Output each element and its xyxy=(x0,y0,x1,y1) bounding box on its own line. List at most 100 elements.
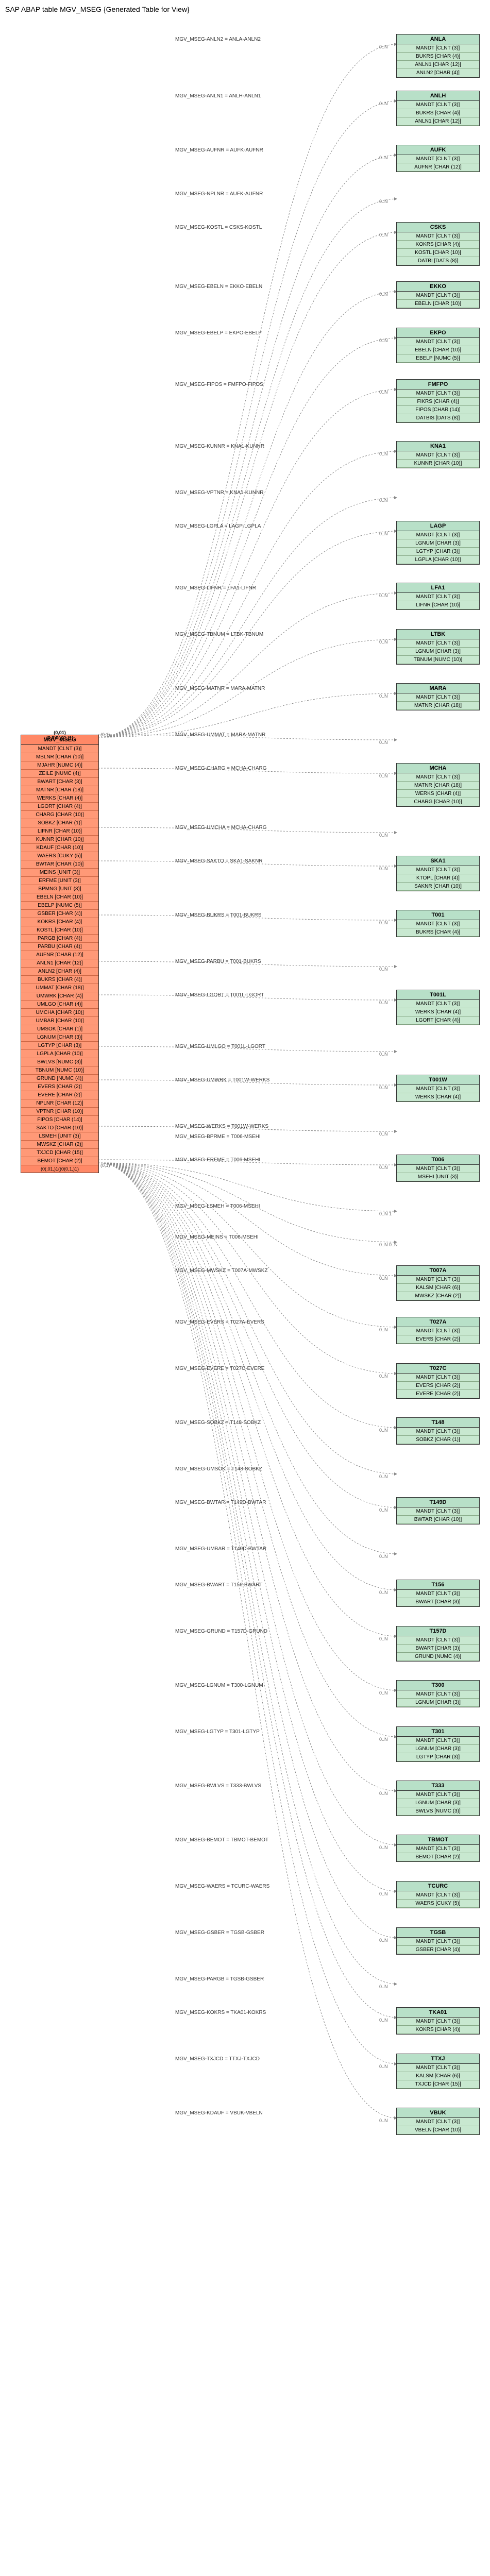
cardinality-label: 0..N xyxy=(379,740,388,745)
target-header: TGSB xyxy=(397,1928,479,1938)
source-field: BWART [CHAR (3)] xyxy=(21,778,98,786)
target-header: AUFK xyxy=(397,145,479,155)
edge-label: MGV_MSEG-TBNUM = LTBK-TBNUM xyxy=(175,632,263,637)
edge-label: MGV_MSEG-BWTAR = T149D-BWTAR xyxy=(175,1500,266,1505)
target-table: ANLHMANDT [CLNT (3)]BUKRS [CHAR (4)]ANLN… xyxy=(396,91,480,126)
target-table: FMFPOMANDT [CLNT (3)]FIKRS [CHAR (4)]FIP… xyxy=(396,379,480,423)
source-field: LGNUM [CHAR (3)] xyxy=(21,1033,98,1042)
target-field: LGORT [CHAR (4)] xyxy=(397,1016,479,1025)
target-header: T300 xyxy=(397,1681,479,1690)
source-field: MANDT [CLNT (3)] xyxy=(21,745,98,753)
edge-label: MGV_MSEG-BWLVS = T333-BWLVS xyxy=(175,1783,261,1789)
source-top-label: (0,01)(0,0)0(,01,)1) xyxy=(41,730,79,740)
target-table: TGSBMANDT [CLNT (3)]GSBER [CHAR (4)] xyxy=(396,1927,480,1955)
target-field: KOKRS [CHAR (4)] xyxy=(397,2026,479,2034)
target-field: MANDT [CLNT (3)] xyxy=(397,101,479,109)
target-field: MANDT [CLNT (3)] xyxy=(397,292,479,300)
source-field: EVERS [CHAR (2)] xyxy=(21,1083,98,1091)
target-field: MANDT [CLNT (3)] xyxy=(397,1000,479,1008)
target-field: MWSKZ [CHAR (2)] xyxy=(397,1292,479,1300)
cardinality-label: 0..N xyxy=(379,389,388,395)
cardinality-label: 0..N xyxy=(379,1938,388,1943)
target-field: MANDT [CLNT (3)] xyxy=(397,1636,479,1645)
cardinality-label: 0..N xyxy=(379,44,388,49)
cardinality-label: 0..N 0..N xyxy=(379,1242,398,1247)
source-field: MATNR [CHAR (18)] xyxy=(21,786,98,794)
cardinality-label: 0..N xyxy=(379,292,388,297)
target-field: MANDT [CLNT (3)] xyxy=(397,2118,479,2126)
edge-label: MGV_MSEG-KOSTL = CSKS-KOSTL xyxy=(175,225,262,230)
source-field: MJAHR [NUMC (4)] xyxy=(21,761,98,770)
edge-label: MGV_MSEG-PARBU = T001-BUKRS xyxy=(175,959,261,964)
edge-label: MGV_MSEG-VPTNR = KNA1-KUNNR xyxy=(175,490,263,496)
target-field: LIFNR [CHAR (10)] xyxy=(397,601,479,609)
target-field: MANDT [CLNT (3)] xyxy=(397,773,479,782)
target-table: T001WMANDT [CLNT (3)]WERKS [CHAR (4)] xyxy=(396,1075,480,1102)
target-table: T333MANDT [CLNT (3)]LGNUM [CHAR (3)]BWLV… xyxy=(396,1781,480,1816)
source-field: FIPOS [CHAR (14)] xyxy=(21,1116,98,1124)
target-field: MANDT [CLNT (3)] xyxy=(397,1791,479,1799)
target-field: MANDT [CLNT (3)] xyxy=(397,1737,479,1745)
source-field: GSBER [CHAR (4)] xyxy=(21,910,98,918)
cardinality-label: 0..N xyxy=(379,199,388,204)
target-header: KNA1 xyxy=(397,442,479,451)
cardinality-label: 0..N xyxy=(379,338,388,343)
target-table: MARAMANDT [CLNT (3)]MATNR [CHAR (18)] xyxy=(396,683,480,710)
target-field: WAERS [CUKY (5)] xyxy=(397,1900,479,1908)
target-field: WERKS [CHAR (4)] xyxy=(397,790,479,798)
target-field: KOKRS [CHAR (4)] xyxy=(397,241,479,249)
edge-label: MGV_MSEG-SAKTO = SKA1-SAKNR xyxy=(175,858,263,864)
target-field: DATBI [DATS (8)] xyxy=(397,257,479,265)
target-field: MANDT [CLNT (3)] xyxy=(397,155,479,163)
target-header: T027C xyxy=(397,1364,479,1374)
target-header: LTBK xyxy=(397,630,479,639)
target-field: LGNUM [CHAR (3)] xyxy=(397,1745,479,1753)
cardinality-label: 0..N xyxy=(379,498,388,503)
edge-label: MGV_MSEG-BPRME = T006-MSEHI xyxy=(175,1134,261,1140)
source-field: EBELP [NUMC (5)] xyxy=(21,902,98,910)
source-card-top: (0,1) xyxy=(100,732,110,737)
source-field: AUFNR [CHAR (12)] xyxy=(21,951,98,959)
source-field: PARBU [CHAR (4)] xyxy=(21,943,98,951)
target-table: T301MANDT [CLNT (3)]LGNUM [CHAR (3)]LGTY… xyxy=(396,1726,480,1762)
edge-label: MGV_MSEG-WAERS = TCURC-WAERS xyxy=(175,1884,269,1889)
target-table: LTBKMANDT [CLNT (3)]LGNUM [CHAR (3)]TBNU… xyxy=(396,629,480,665)
target-field: SAKNR [CHAR (10)] xyxy=(397,883,479,891)
source-table: (0,01)(0,0)0(,01,)1)MGV_MSEGMANDT [CLNT … xyxy=(21,735,99,1173)
cardinality-label: 0..N xyxy=(379,920,388,925)
target-header: LAGP xyxy=(397,521,479,531)
target-table: LAGPMANDT [CLNT (3)]LGNUM [CHAR (3)]LGTY… xyxy=(396,521,480,565)
edge-label: MGV_MSEG-BUKRS = T001-BUKRS xyxy=(175,912,261,918)
edge-label: MGV_MSEG-UMCHA = MCHA-CHARG xyxy=(175,825,267,831)
target-header: T333 xyxy=(397,1781,479,1791)
target-table: T300MANDT [CLNT (3)]LGNUM [CHAR (3)] xyxy=(396,1680,480,1707)
target-field: BWLVS [NUMC (3)] xyxy=(397,1807,479,1816)
cardinality-label: 0..N xyxy=(379,451,388,456)
cardinality-label: 0..N xyxy=(379,1554,388,1559)
cardinality-label: 0..N xyxy=(379,1327,388,1332)
cardinality-label: 0..N xyxy=(379,773,388,778)
source-field: KOSTL [CHAR (10)] xyxy=(21,926,98,935)
edge-label: MGV_MSEG-UMMAT = MARA-MATNR xyxy=(175,732,265,738)
cardinality-label: 0..N xyxy=(379,232,388,238)
edge-label: MGV_MSEG-EVERS = T027A-EVERS xyxy=(175,1319,264,1325)
edge-label: MGV_MSEG-LGORT = T001L-LGORT xyxy=(175,992,264,998)
cardinality-label: 0..N xyxy=(379,1737,388,1742)
target-header: T149D xyxy=(397,1498,479,1507)
target-field: LGTYP [CHAR (3)] xyxy=(397,1753,479,1761)
source-field: UMMAT [CHAR (18)] xyxy=(21,984,98,992)
edge-label: MGV_MSEG-PARGB = TGSB-GSBER xyxy=(175,1976,264,1982)
cardinality-label: 0..N xyxy=(379,2118,388,2123)
target-field: DATBIS [DATS (8)] xyxy=(397,414,479,422)
target-table: AUFKMANDT [CLNT (3)]AUFNR [CHAR (12)] xyxy=(396,145,480,172)
target-field: FIKRS [CHAR (4)] xyxy=(397,398,479,406)
source-field: BWTAR [CHAR (10)] xyxy=(21,860,98,869)
target-field: EVERE [CHAR (2)] xyxy=(397,1390,479,1398)
target-field: TXJCD [CHAR (15)] xyxy=(397,2080,479,2089)
target-field: MANDT [CLNT (3)] xyxy=(397,232,479,241)
cardinality-label: 0..N xyxy=(379,1000,388,1005)
target-field: SOBKZ [CHAR (1)] xyxy=(397,1436,479,1444)
target-table: TTXJMANDT [CLNT (3)]KALSM [CHAR (6)]TXJC… xyxy=(396,2054,480,2089)
target-field: MANDT [CLNT (3)] xyxy=(397,1165,479,1173)
target-table: ANLAMANDT [CLNT (3)]BUKRS [CHAR (4)]ANLN… xyxy=(396,34,480,78)
